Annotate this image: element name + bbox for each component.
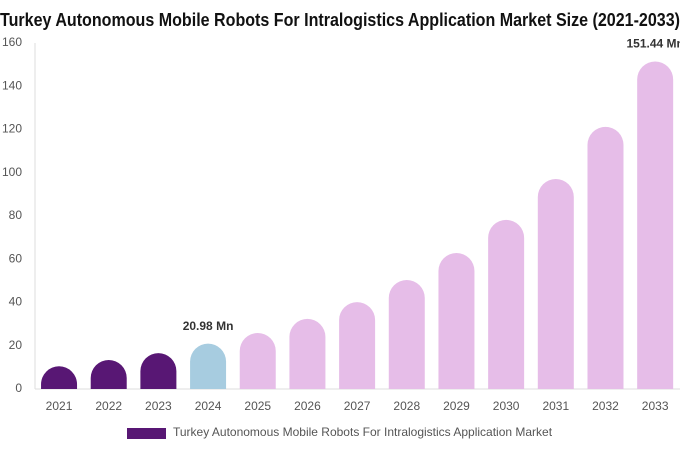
bar [289,318,326,389]
y-tick-label: 40 [9,295,23,309]
x-tick-label: 2029 [443,399,470,413]
x-tick-label: 2026 [294,399,321,413]
x-tick-label: 2025 [244,399,271,413]
bar [239,332,276,389]
x-tick-label: 2024 [195,399,222,413]
bar [90,360,127,389]
bar [438,252,475,389]
bar [488,219,525,389]
value-label: 20.98 Mn [183,319,234,333]
bar [537,179,574,389]
x-tick-label: 2021 [46,399,73,413]
y-tick-label: 0 [15,381,22,395]
bar [587,126,624,389]
y-tick-label: 60 [9,251,23,265]
bar [41,366,78,389]
x-tick-label: 2022 [95,399,122,413]
legend-swatch [127,428,166,439]
x-tick-label: 2023 [145,399,172,413]
legend-label: Turkey Autonomous Mobile Robots For Intr… [173,425,553,439]
bar [388,280,425,389]
x-tick-label: 2033 [642,399,669,413]
x-tick-label: 2028 [393,399,420,413]
x-tick-label: 2031 [542,399,569,413]
bar [339,302,376,389]
bar [140,353,177,389]
chart-title: Turkey Autonomous Mobile Robots For Intr… [0,10,680,30]
y-tick-label: 80 [9,208,23,222]
y-tick-label: 140 [2,78,22,92]
bar [190,343,227,389]
bar [637,61,674,390]
value-label: 151.44 Mn [626,37,680,51]
y-tick-label: 100 [2,165,22,179]
x-tick-label: 2030 [493,399,520,413]
x-tick-label: 2032 [592,399,619,413]
y-tick-label: 120 [2,122,22,136]
x-tick-label: 2027 [344,399,371,413]
y-tick-label: 20 [9,338,23,352]
y-tick-label: 160 [2,35,22,49]
